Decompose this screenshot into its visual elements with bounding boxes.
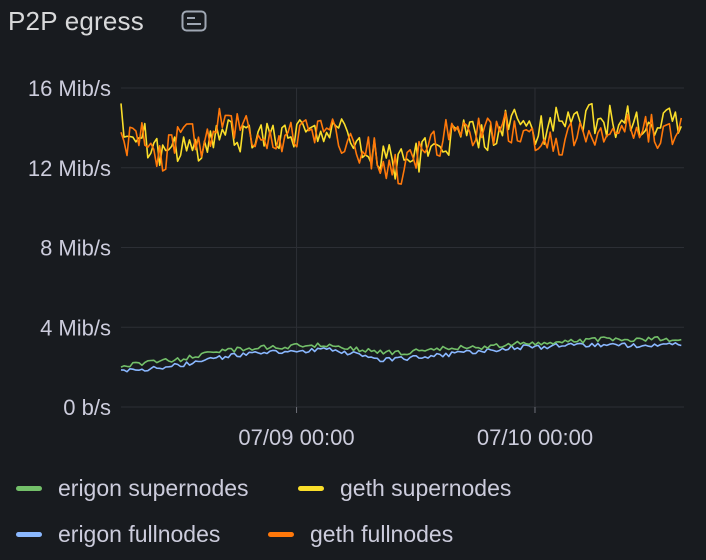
legend-label: erigon fullnodes xyxy=(58,520,221,547)
y-axis: 0 b/s 4 Mib/s 8 Mib/s 12 Mib/s 16 Mib/s xyxy=(28,76,111,420)
y-tick-label: 16 Mib/s xyxy=(28,76,111,101)
legend-label: geth supernodes xyxy=(340,474,512,501)
y-tick-label: 12 Mib/s xyxy=(28,156,111,181)
panel-title: P2P egress xyxy=(8,5,144,36)
series-line-erigon-supernodes xyxy=(120,335,682,368)
series-line-geth-supernodes xyxy=(120,102,683,180)
legend-label: geth fullnodes xyxy=(310,520,454,547)
x-axis: 07/09 00:00 07/10 00:00 xyxy=(238,407,593,450)
legend-row: erigon supernodes geth supernodes xyxy=(16,468,696,508)
legend-swatch-erigon-fullnodes xyxy=(16,531,42,537)
series-lines xyxy=(120,102,683,373)
legend-swatch-geth-supernodes xyxy=(298,485,324,491)
description-icon[interactable] xyxy=(180,7,208,35)
x-tick-label: 07/09 00:00 xyxy=(238,425,354,450)
legend-item-geth-supernodes[interactable]: geth supernodes xyxy=(298,475,511,502)
legend-item-erigon-fullnodes[interactable]: erigon fullnodes xyxy=(16,521,268,548)
line-chart[interactable]: 0 b/s 4 Mib/s 8 Mib/s 12 Mib/s 16 Mib/s 07/0… xyxy=(0,0,706,460)
description-icon-glyph xyxy=(181,10,207,32)
legend-item-geth-fullnodes[interactable]: geth fullnodes xyxy=(268,521,453,548)
y-tick-label: 0 b/s xyxy=(63,395,111,420)
legend-swatch-geth-fullnodes xyxy=(268,531,294,537)
series-line-erigon-fullnodes xyxy=(120,341,682,373)
legend: erigon supernodes geth supernodes erigon… xyxy=(16,468,696,560)
legend-swatch-erigon-supernodes xyxy=(16,485,42,491)
y-tick-label: 8 Mib/s xyxy=(40,236,111,261)
series-line-geth-fullnodes xyxy=(120,107,683,185)
panel-header: P2P egress xyxy=(8,4,208,38)
legend-item-erigon-supernodes[interactable]: erigon supernodes xyxy=(16,475,298,502)
legend-row: erigon fullnodes geth fullnodes xyxy=(16,514,696,554)
x-tick-label: 07/10 00:00 xyxy=(477,425,593,450)
legend-label: erigon supernodes xyxy=(58,474,249,501)
y-tick-label: 4 Mib/s xyxy=(40,315,111,340)
